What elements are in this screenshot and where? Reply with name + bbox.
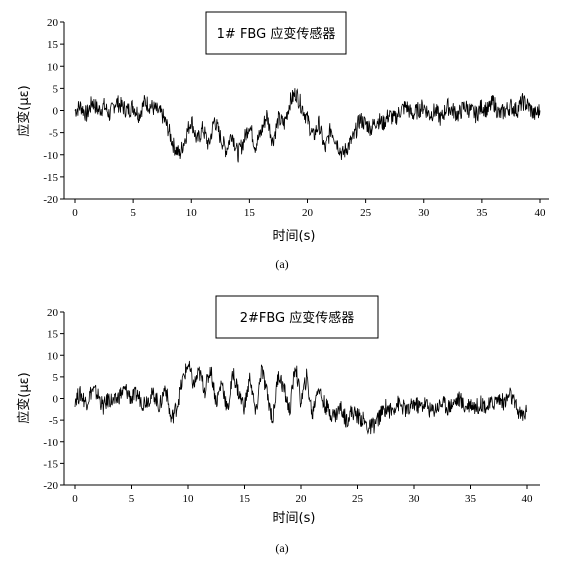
- chart-2-x-axis-label: 时间(s): [273, 511, 316, 526]
- chart-1-y-tick-label: -10: [43, 150, 58, 162]
- chart-1-x-tick-label: 10: [186, 207, 198, 219]
- chart-2-x-ticks: 0 5 10 15 20 25 30 35 40: [72, 485, 533, 505]
- chart-1-y-tick-label: -20: [43, 194, 58, 206]
- chart-2-y-axis-label: 应变(με): [16, 372, 32, 423]
- chart-2-y-tick-label: -5: [49, 415, 59, 427]
- chart-2-caption: (a): [275, 541, 288, 555]
- chart-2-y-ticks: 20 15 10 5 0 -5 -10 -15 -20: [43, 307, 64, 492]
- chart-2-x-tick-label: 0: [72, 493, 78, 505]
- chart-2-title-box: [215, 295, 379, 339]
- chart-1-x-tick-label: 35: [476, 207, 488, 219]
- chart-1-title-box: [205, 11, 347, 55]
- chart-1-y-ticks: 20 15 10 5 0 -5 -10 -15 -20: [43, 17, 64, 206]
- chart-2-y-tick-label: 10: [47, 350, 59, 362]
- chart-1-y-tick-label: 10: [47, 61, 59, 73]
- chart-2-y-tick-label: 0: [53, 394, 59, 406]
- chart-1-x-tick-label: 0: [72, 207, 78, 219]
- chart-1-x-tick-label: 20: [302, 207, 314, 219]
- chart-1-y-tick-label: -5: [49, 128, 59, 140]
- chart-1-x-tick-label: 40: [535, 207, 547, 219]
- chart-2-x-tick-label: 10: [183, 493, 195, 505]
- chart-2-y-tick-label: 15: [47, 329, 59, 341]
- chart-2-x-tick-label: 35: [465, 493, 477, 505]
- chart-2-series-line: [74, 360, 528, 435]
- chart-2-y-tick-label: 5: [53, 372, 59, 384]
- chart-1-x-tick-label: 5: [130, 207, 136, 219]
- chart-1-x-tick-label: 25: [360, 207, 372, 219]
- chart-1-y-tick-label: -15: [43, 172, 58, 184]
- chart-2-x-tick-label: 5: [129, 493, 135, 505]
- chart-2-y-tick-label: -10: [43, 437, 58, 449]
- chart-2-x-tick-label: 15: [239, 493, 251, 505]
- chart-2-y-tick-label: -20: [43, 480, 58, 492]
- chart-2-x-tick-label: 30: [409, 493, 421, 505]
- chart-1-y-tick-label: 20: [47, 17, 59, 29]
- chart-2-x-tick-label: 25: [352, 493, 364, 505]
- chart-1-x-tick-label: 15: [244, 207, 256, 219]
- chart-2-x-tick-label: 20: [296, 493, 308, 505]
- chart-1-y-axis-label: 应变(με): [16, 85, 32, 136]
- chart-1-x-axis-label: 时间(s): [273, 229, 316, 244]
- chart-1-x-ticks: 0 5 10 15 20 25 30 35 40: [72, 199, 546, 219]
- chart-1-x-tick-label: 30: [418, 207, 430, 219]
- chart-1-y-tick-label: 0: [53, 106, 59, 118]
- chart-1-y-tick-label: 5: [53, 83, 59, 95]
- chart-2-title: 2#FBG 应变传感器: [240, 310, 355, 326]
- chart-1-series-line: [74, 88, 541, 163]
- chart-2-y-tick-label: -15: [43, 458, 58, 470]
- chart-1-caption: (a): [275, 257, 288, 271]
- chart-2-x-tick-label: 40: [522, 493, 534, 505]
- chart-1-y-tick-label: 15: [47, 39, 59, 51]
- chart-2-y-tick-label: 20: [47, 307, 59, 319]
- chart-1-title: 1# FBG 应变传感器: [217, 26, 336, 42]
